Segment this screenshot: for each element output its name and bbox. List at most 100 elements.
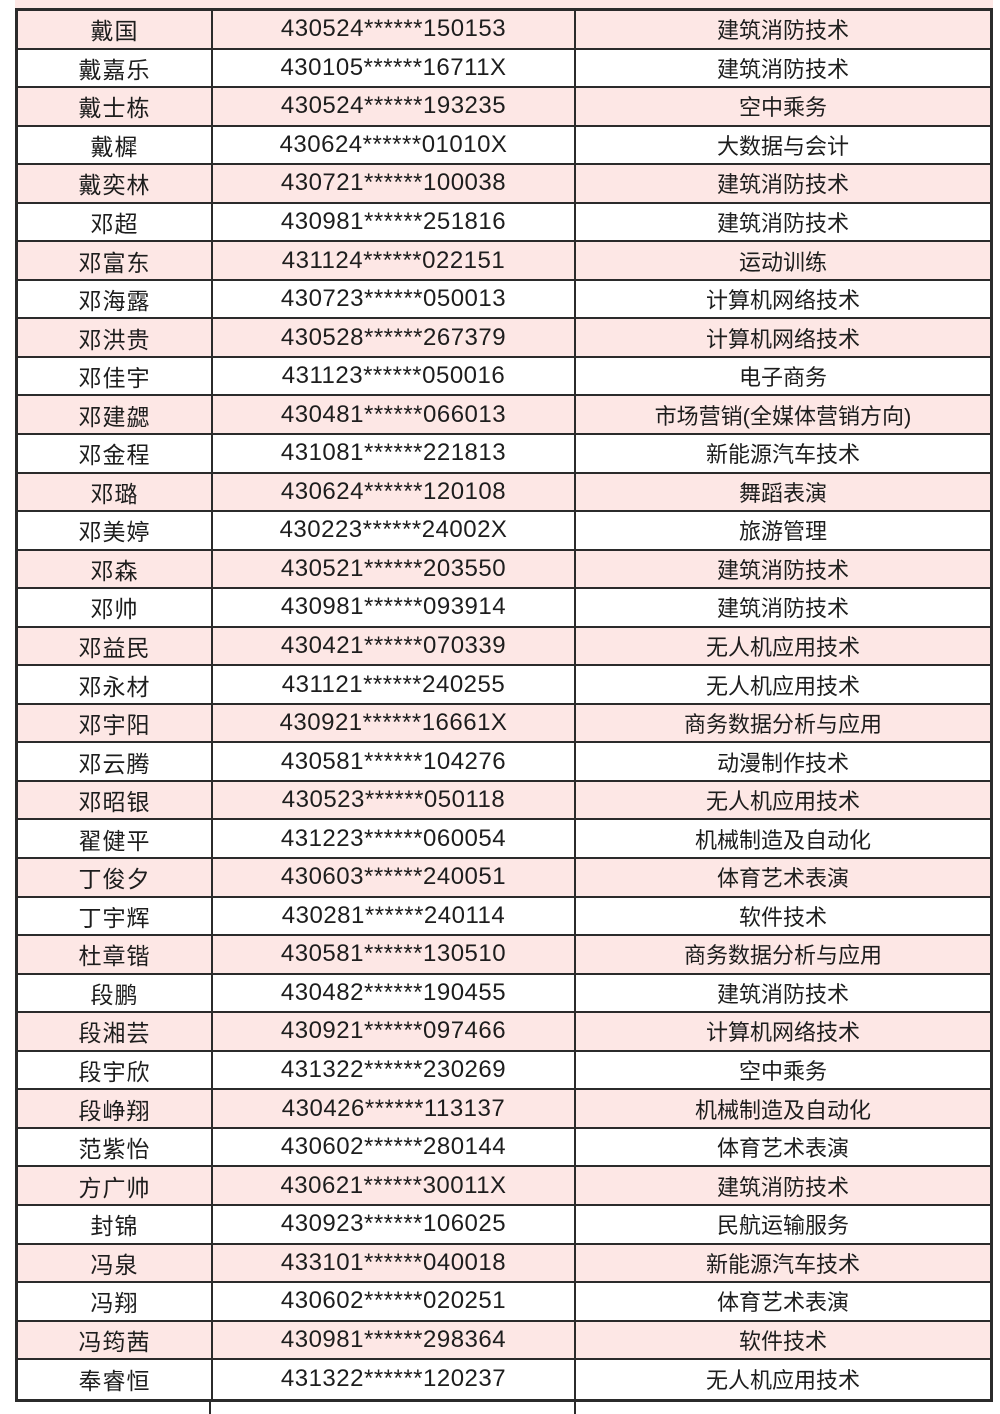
student-name-cell: 邓璐 [90,480,139,507]
major-cell: 民航运输服务 [574,1205,990,1243]
id-number-cell: 431081******221813 [211,435,574,472]
student-name-cell: 段宇欣 [78,1059,151,1086]
table-row: 戴奕林 430721******100038 建筑消防技术 [18,165,990,204]
id-number-cell: 430603******240051 [211,859,574,896]
table-row: 段峥翔 430426******113137 机械制造及自动化 [18,1090,990,1129]
major-cell: 机械制造及自动化 [574,820,990,858]
table-row: 封锦 430923******106025 民航运输服务 [18,1205,990,1245]
cropped-row-top [15,0,993,8]
major-cell: 无人机应用技术 [574,666,990,703]
id-number-cell: 431223******060054 [211,820,574,858]
id-number-cell: 430105******16711X [211,49,574,87]
major-cell: 建筑消防技术 [574,1167,990,1204]
table-row: 翟健平 431223******060054 机械制造及自动化 [18,820,990,860]
student-name-cell: 邓金程 [78,442,151,469]
table-row: 邓昭银 430523******050118 无人机应用技术 [18,781,990,821]
student-name-cell: 冯泉 [90,1251,139,1278]
id-number-cell: 430624******01010X [211,126,574,164]
table-row: 段湘芸 430921******097466 计算机网络技术 [18,1013,990,1052]
table-row: 冯泉 433101******040018 新能源汽车技术 [18,1244,990,1284]
id-number-cell: 430624******120108 [211,473,574,511]
major-cell: 体育艺术表演 [574,1128,990,1166]
major-cell: 旅游管理 [574,512,990,549]
major-cell: 建筑消防技术 [574,49,990,87]
student-name-cell: 封锦 [90,1213,139,1240]
table-row: 邓超 430981******251816 建筑消防技术 [18,203,990,243]
table-row: 邓美婷 430223******24002X 旅游管理 [18,512,990,551]
major-cell: 体育艺术表演 [574,859,990,896]
student-name-cell: 邓森 [90,557,139,584]
student-name-cell: 邓海露 [78,288,151,315]
major-cell: 商务数据分析与应用 [574,936,990,973]
major-cell: 计算机网络技术 [574,280,990,318]
major-cell: 建筑消防技术 [574,203,990,241]
student-name-cell: 段鹏 [90,981,139,1008]
id-number-cell: 433101******040018 [211,1244,574,1282]
cropped-row-bottom-border-2 [574,1401,576,1414]
major-cell: 建筑消防技术 [574,165,990,202]
id-number-cell: 430921******16661X [211,704,574,742]
major-cell: 计算机网络技术 [574,1013,990,1050]
table-row: 邓富东 431124******022151 运动训练 [18,242,990,281]
table-row: 邓洪贵 430528******267379 计算机网络技术 [18,319,990,358]
major-cell: 机械制造及自动化 [574,1090,990,1127]
id-number-cell: 430981******251816 [211,203,574,241]
major-cell: 空中乘务 [574,88,990,125]
major-cell: 舞蹈表演 [574,473,990,511]
major-cell: 建筑消防技术 [574,11,990,48]
id-number-cell: 430426******113137 [211,1090,574,1127]
student-name-cell: 邓佳宇 [78,365,151,392]
major-cell: 无人机应用技术 [574,627,990,665]
major-cell: 市场营销(全媒体营销方向) [574,396,990,434]
table-row: 邓璐 430624******120108 舞蹈表演 [18,473,990,513]
major-cell: 大数据与会计 [574,126,990,164]
id-number-cell: 430602******020251 [211,1283,574,1320]
id-number-cell: 430602******280144 [211,1128,574,1166]
id-number-cell: 430482******190455 [211,974,574,1012]
major-cell: 新能源汽车技术 [574,1244,990,1282]
student-name-cell: 邓美婷 [78,519,151,546]
id-number-cell: 430523******050118 [211,781,574,819]
table-row: 丁宇辉 430281******240114 软件技术 [18,897,990,937]
id-number-cell: 430921******097466 [211,1013,574,1050]
student-name-cell: 丁宇辉 [78,904,151,931]
id-number-cell: 430481******066013 [211,396,574,434]
table-row: 戴嘉乐 430105******16711X 建筑消防技术 [18,49,990,89]
student-name-cell: 邓云腾 [78,750,151,777]
id-number-cell: 430581******104276 [211,743,574,780]
id-number-cell: 430723******050013 [211,280,574,318]
table-row: 戴樨 430624******01010X 大数据与会计 [18,126,990,166]
student-name-cell: 冯翔 [90,1290,139,1317]
student-name-cell: 奉睿恒 [78,1368,151,1395]
id-number-cell: 431322******120237 [211,1360,574,1399]
table-row: 戴国 430524******150153 建筑消防技术 [18,11,990,50]
student-name-cell: 邓益民 [78,635,151,662]
major-cell: 建筑消防技术 [574,589,990,626]
major-cell: 建筑消防技术 [574,974,990,1012]
table-row: 奉睿恒 431322******120237 无人机应用技术 [18,1360,990,1399]
table-row: 段宇欣 431322******230269 空中乘务 [18,1051,990,1091]
id-number-cell: 431121******240255 [211,666,574,703]
table-row: 邓海露 430723******050013 计算机网络技术 [18,280,990,320]
student-roster-table: 戴国 430524******150153 建筑消防技术 戴嘉乐 430105*… [15,8,993,1402]
table-row: 丁俊夕 430603******240051 体育艺术表演 [18,859,990,898]
table-row: 邓益民 430421******070339 无人机应用技术 [18,627,990,667]
student-name-cell: 戴樨 [90,133,139,160]
major-cell: 无人机应用技术 [574,1360,990,1399]
id-number-cell: 430521******203550 [211,550,574,588]
table-row: 邓佳宇 431123******050016 电子商务 [18,357,990,397]
major-cell: 空中乘务 [574,1051,990,1089]
id-number-cell: 430421******070339 [211,627,574,665]
table-row: 冯翔 430602******020251 体育艺术表演 [18,1283,990,1322]
student-name-cell: 段峥翔 [78,1097,151,1124]
major-cell: 软件技术 [574,1321,990,1359]
table-row: 邓云腾 430581******104276 动漫制作技术 [18,743,990,782]
major-cell: 动漫制作技术 [574,743,990,780]
id-number-cell: 431123******050016 [211,357,574,395]
id-number-cell: 430223******24002X [211,512,574,549]
student-name-cell: 杜章锴 [78,943,151,970]
id-number-cell: 430981******093914 [211,589,574,626]
cropped-row-bottom-border-1 [209,1401,211,1414]
student-name-cell: 戴士栋 [78,95,151,122]
